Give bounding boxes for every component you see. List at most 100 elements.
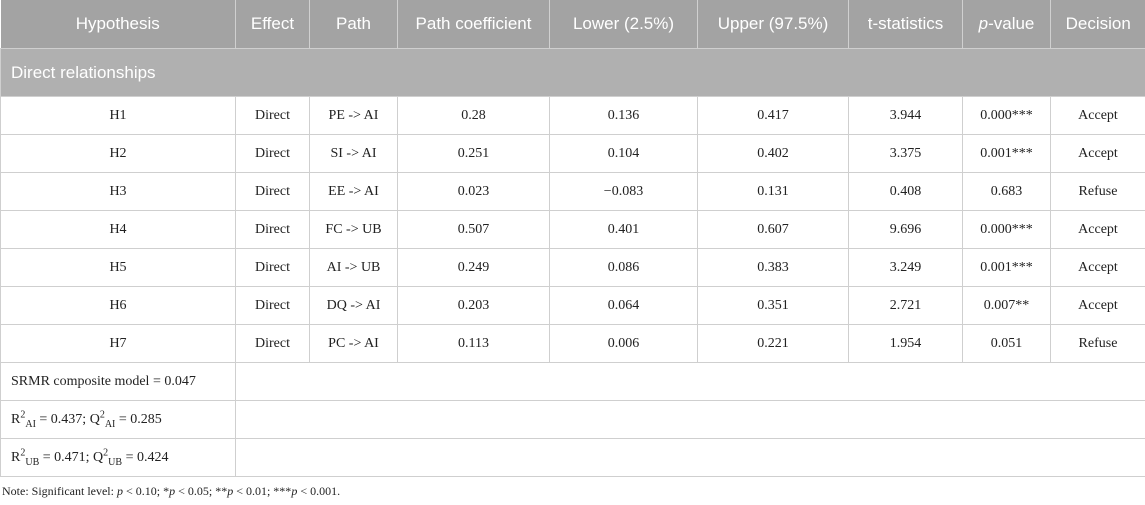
cell: 0.249 bbox=[397, 248, 550, 287]
cell: EE -> AI bbox=[309, 172, 398, 211]
fit-text: = 0.424 bbox=[122, 449, 169, 465]
cell: 0.28 bbox=[397, 96, 550, 135]
fit-cell: SRMR composite model = 0.047 bbox=[0, 362, 236, 401]
cell: Refuse bbox=[1050, 324, 1145, 363]
cell: 0.113 bbox=[397, 324, 550, 363]
fit-row: SRMR composite model = 0.047 bbox=[0, 362, 1145, 401]
cell: Accept bbox=[1050, 248, 1145, 287]
fit-text: 2 bbox=[20, 446, 26, 458]
data-row: H4 Direct FC -> UB 0.507 0.401 0.607 9.696 0.00… bbox=[0, 210, 1145, 249]
cell: 0.051 bbox=[962, 324, 1051, 363]
cell: SI -> AI bbox=[309, 134, 398, 173]
cell: 0.086 bbox=[549, 248, 698, 287]
note-text: < 0.05; ** bbox=[175, 484, 228, 498]
cell: AI -> UB bbox=[309, 248, 398, 287]
cell: 0.203 bbox=[397, 286, 550, 325]
fit-text: 2 bbox=[99, 408, 105, 420]
cell: 0.007** bbox=[962, 286, 1051, 325]
results-table: Hypothesis Effect Path Path coefficient Lowe… bbox=[0, 0, 1145, 477]
cell: 0.251 bbox=[397, 134, 550, 173]
fit-text: R bbox=[11, 449, 21, 465]
data-row: H5 Direct AI -> UB 0.249 0.086 0.383 3.249 0.00… bbox=[0, 248, 1145, 287]
cell: 3.375 bbox=[848, 134, 963, 173]
cell: 0.000*** bbox=[962, 96, 1051, 135]
note-text: p bbox=[291, 484, 298, 498]
note-text: Note: Significant level: bbox=[2, 484, 117, 498]
table-note: Note: Significant level: p < 0.10; *p < … bbox=[2, 484, 1145, 499]
cell: 0.408 bbox=[848, 172, 963, 211]
cell: Direct bbox=[235, 134, 310, 173]
fit-text: = 0.471; Q bbox=[39, 449, 104, 465]
cell: Refuse bbox=[1050, 172, 1145, 211]
cell: −0.083 bbox=[549, 172, 698, 211]
cell: 0.001*** bbox=[962, 134, 1051, 173]
cell: 0.001*** bbox=[962, 248, 1051, 287]
header-cell: t-statistics bbox=[848, 0, 963, 49]
data-row: H2 Direct SI -> AI 0.251 0.104 0.402 3.375 0.00… bbox=[0, 134, 1145, 173]
data-row: H6 Direct DQ -> AI 0.203 0.064 0.351 2.721 0.00… bbox=[0, 286, 1145, 325]
header-cell: Hypothesis bbox=[0, 0, 236, 49]
fit-text: AI bbox=[25, 418, 36, 430]
cell: 3.249 bbox=[848, 248, 963, 287]
fit-text: UB bbox=[108, 456, 123, 468]
cell: 0.136 bbox=[549, 96, 698, 135]
cell: H1 bbox=[0, 96, 236, 135]
data-row: H7 Direct PC -> AI 0.113 0.006 0.221 1.954 0.05… bbox=[0, 324, 1145, 363]
cell: H7 bbox=[0, 324, 236, 363]
cell: 0.607 bbox=[697, 210, 849, 249]
cell: Accept bbox=[1050, 96, 1145, 135]
cell: Direct bbox=[235, 96, 310, 135]
note-text: < 0.10; * bbox=[122, 484, 170, 498]
fit-cell: R2UB = 0.471; Q2UB = 0.424 bbox=[0, 438, 236, 477]
cell: H4 bbox=[0, 210, 236, 249]
fit-row: R2UB = 0.471; Q2UB = 0.424 bbox=[0, 438, 1145, 477]
header-cell: Path coefficient bbox=[397, 0, 550, 49]
header-cell: Upper (97.5%) bbox=[697, 0, 849, 49]
fit-text: 2 bbox=[20, 408, 26, 420]
cell: 3.944 bbox=[848, 96, 963, 135]
header-row: Hypothesis Effect Path Path coefficient Lowe… bbox=[0, 0, 1145, 49]
note-text: p bbox=[227, 484, 234, 498]
header-text: -value bbox=[988, 14, 1035, 33]
cell: Direct bbox=[235, 324, 310, 363]
cell: PC -> AI bbox=[309, 324, 398, 363]
cell: 0.221 bbox=[697, 324, 849, 363]
cell: 0.683 bbox=[962, 172, 1051, 211]
fit-text: SRMR composite model = 0.047 bbox=[11, 373, 196, 389]
table-body: Direct relationships H1 Direct PE -> AI 0.28… bbox=[0, 48, 1145, 477]
fit-row: R2AI = 0.437; Q2AI = 0.285 bbox=[0, 400, 1145, 439]
cell: Direct bbox=[235, 210, 310, 249]
empty-cell bbox=[235, 438, 1145, 477]
cell: PE -> AI bbox=[309, 96, 398, 135]
note-text: < 0.01; *** bbox=[233, 484, 292, 498]
cell: 0.401 bbox=[549, 210, 698, 249]
header-cell: Lower (2.5%) bbox=[549, 0, 698, 49]
cell: 0.104 bbox=[549, 134, 698, 173]
section-row: Direct relationships bbox=[0, 48, 1145, 97]
cell: H2 bbox=[0, 134, 236, 173]
cell: 0.402 bbox=[697, 134, 849, 173]
cell: DQ -> AI bbox=[309, 286, 398, 325]
cell: 0.000*** bbox=[962, 210, 1051, 249]
cell: Accept bbox=[1050, 134, 1145, 173]
header-text: p bbox=[978, 14, 989, 33]
empty-cell bbox=[235, 400, 1145, 439]
fit-text: = 0.285 bbox=[115, 411, 162, 427]
note-text: < 0.001. bbox=[297, 484, 341, 498]
cell: Direct bbox=[235, 286, 310, 325]
cell: 0.064 bbox=[549, 286, 698, 325]
fit-text: = 0.437; Q bbox=[35, 411, 100, 427]
fit-text: R bbox=[11, 411, 21, 427]
cell: 0.023 bbox=[397, 172, 550, 211]
cell: 0.383 bbox=[697, 248, 849, 287]
cell: 0.131 bbox=[697, 172, 849, 211]
cell: 0.417 bbox=[697, 96, 849, 135]
cell: 0.351 bbox=[697, 286, 849, 325]
cell: 0.006 bbox=[549, 324, 698, 363]
cell: Direct bbox=[235, 248, 310, 287]
cell: H3 bbox=[0, 172, 236, 211]
note-text: p bbox=[116, 484, 123, 498]
header-cell: Path bbox=[309, 0, 398, 49]
cell: Accept bbox=[1050, 286, 1145, 325]
